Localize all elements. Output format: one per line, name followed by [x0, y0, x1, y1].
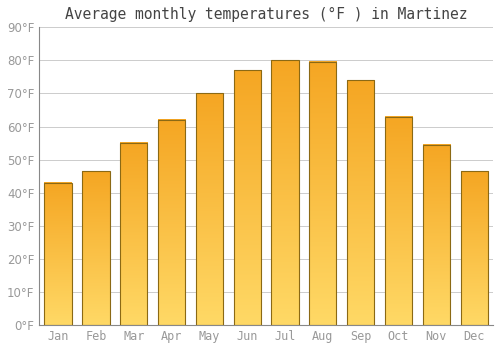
Bar: [196, 93, 223, 325]
Bar: [385, 117, 412, 325]
Bar: [460, 171, 488, 325]
Bar: [347, 80, 374, 325]
Bar: [120, 143, 148, 325]
Bar: [44, 183, 72, 325]
Bar: [422, 145, 450, 325]
Bar: [234, 70, 261, 325]
Title: Average monthly temperatures (°F ) in Martinez: Average monthly temperatures (°F ) in Ma…: [65, 7, 468, 22]
Bar: [158, 120, 185, 325]
Bar: [309, 62, 336, 325]
Bar: [82, 171, 110, 325]
Bar: [272, 61, 298, 325]
